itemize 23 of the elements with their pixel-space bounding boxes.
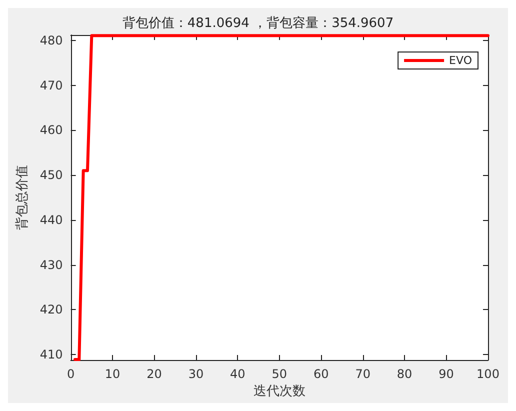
x-tick-label: 40 bbox=[230, 367, 246, 381]
x-tick-label: 90 bbox=[438, 367, 454, 381]
x-tick-label: 20 bbox=[146, 367, 162, 381]
y-tick-label: 440 bbox=[40, 212, 63, 227]
x-tick-label: 80 bbox=[396, 367, 412, 381]
y-tick-label: 480 bbox=[40, 33, 63, 48]
x-tick-label: 0 bbox=[66, 367, 75, 381]
y-tick-label: 450 bbox=[40, 168, 63, 182]
legend-label: EVO bbox=[449, 54, 472, 67]
y-tick-label: 410 bbox=[40, 348, 63, 362]
y-tick-label: 470 bbox=[40, 78, 63, 92]
x-tick-label: 10 bbox=[104, 367, 120, 381]
chart-title: 背包价值：481.0694 ，背包容量：354.9607 bbox=[122, 15, 394, 31]
x-axis-title: 迭代次数 bbox=[253, 384, 306, 399]
y-axis-title: 背包总价值 bbox=[15, 165, 30, 230]
x-tick-label: 50 bbox=[272, 367, 288, 381]
x-tick-label: 60 bbox=[313, 367, 329, 381]
y-tick-label: 420 bbox=[40, 302, 63, 317]
y-tick-label: 460 bbox=[40, 123, 63, 138]
y-tick-label: 430 bbox=[40, 258, 63, 272]
x-tick-label: 30 bbox=[188, 367, 204, 381]
x-tick-label: 70 bbox=[355, 367, 370, 381]
x-tick-label: 100 bbox=[476, 367, 500, 381]
